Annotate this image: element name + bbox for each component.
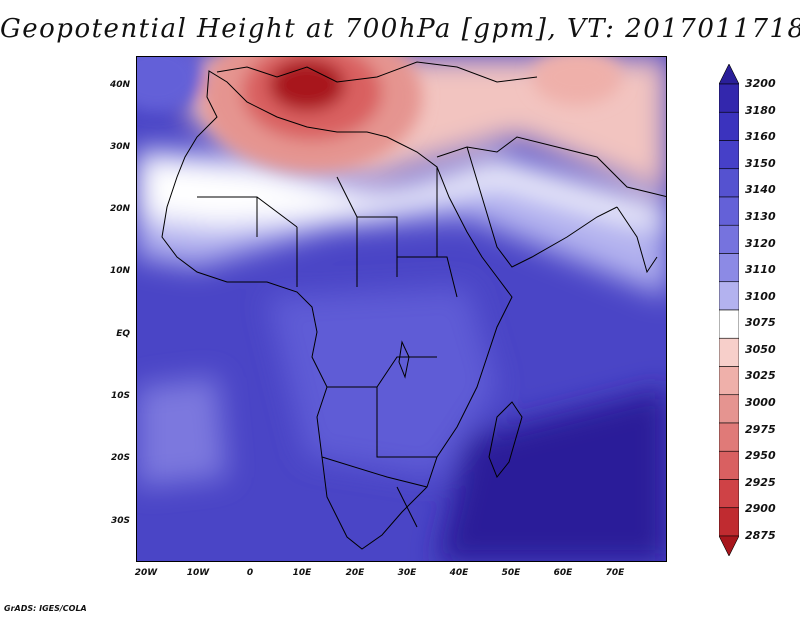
field-northeast-blob xyxy=(532,57,622,105)
field-west-ocean xyxy=(137,377,227,487)
lat-label: 20S xyxy=(110,453,130,463)
lat-label: 10N xyxy=(109,266,130,276)
colorbar-swatch xyxy=(719,479,739,509)
colorbar-swatch xyxy=(719,309,739,339)
lon-label: 10E xyxy=(292,568,312,578)
colorbar-level-label: 3160 xyxy=(745,130,776,144)
colorbar-swatch xyxy=(719,422,739,452)
lake-victoria xyxy=(398,340,410,379)
colorbar-level-label: 3025 xyxy=(745,369,776,383)
colorbar-level-label: 3110 xyxy=(745,263,776,277)
lon-label: 20E xyxy=(345,568,365,578)
colorbar-level-label: 3120 xyxy=(745,236,776,250)
colorbar-bottom-arrow xyxy=(719,535,739,556)
colorbar-swatch xyxy=(719,168,739,198)
lon-label: 40E xyxy=(449,568,469,578)
colorbar-level-label: 3050 xyxy=(745,342,776,356)
colorbar-swatch xyxy=(719,83,739,113)
colorbar-level-label: 2900 xyxy=(745,502,776,516)
colorbar-swatch xyxy=(719,253,739,283)
colorbar-swatch xyxy=(719,394,739,424)
colorbar-swatch xyxy=(719,224,739,254)
lat-label: 10S xyxy=(110,391,130,401)
colorbar-swatch xyxy=(719,366,739,396)
credit-text: GrADS: IGES/COLA xyxy=(4,604,87,613)
colorbar-level-label: 2925 xyxy=(745,475,776,489)
lat-label: 30N xyxy=(109,142,130,152)
lon-label: 30E xyxy=(397,568,417,578)
map-title: Geopotential Height at 700hPa [gpm], VT:… xyxy=(0,14,800,44)
lon-label: 0 xyxy=(246,568,254,578)
colorbar-level-label: 2950 xyxy=(745,449,776,463)
colorbar-level-label: 2975 xyxy=(745,422,776,436)
red-sea-coast xyxy=(466,146,618,268)
colorbar-level-label: 3075 xyxy=(745,316,776,330)
india-coast xyxy=(616,206,658,274)
colorbar-swatch xyxy=(719,281,739,311)
colorbar-level-label: 2875 xyxy=(745,529,776,542)
colorbar-level-label: 3180 xyxy=(745,103,776,117)
africa-coastline xyxy=(161,70,513,550)
colorbar-swatch xyxy=(719,140,739,170)
colorbar-level-label: 3150 xyxy=(745,156,776,170)
colorbar-level-label: 3200 xyxy=(745,77,776,90)
coastlines xyxy=(161,61,666,550)
lon-label: 50E xyxy=(501,568,521,578)
lon-label: 20W xyxy=(134,568,158,578)
field-white-band xyxy=(137,157,666,232)
colorbar xyxy=(719,64,739,556)
country-borders xyxy=(197,167,458,528)
colorbar-level-label: 3140 xyxy=(745,183,776,197)
lon-label: 60E xyxy=(553,568,573,578)
colorbar-level-label: 3000 xyxy=(745,396,776,410)
colorbar-level-label: 3100 xyxy=(745,289,776,303)
europe-coast xyxy=(216,61,538,83)
lon-label: 10W xyxy=(186,568,210,578)
lat-label: 30S xyxy=(110,516,130,526)
colorbar-top-arrow xyxy=(719,64,739,85)
lon-label: 70E xyxy=(605,568,625,578)
lat-label: 20N xyxy=(109,204,130,214)
map-plot-area xyxy=(136,56,667,562)
field-central-band xyxy=(267,287,497,477)
colorbar-swatch xyxy=(719,111,739,141)
colorbar-swatch xyxy=(719,507,739,537)
arabia-coastline xyxy=(436,136,666,198)
field-low-core xyxy=(269,59,345,111)
colorbar-level-label: 3130 xyxy=(745,209,776,223)
colorbar-swatch xyxy=(719,450,739,480)
height-field-map xyxy=(137,57,666,561)
colorbar-swatch xyxy=(719,337,739,367)
colorbar-swatch xyxy=(719,196,739,226)
madagascar-outline xyxy=(488,401,523,478)
field-northwest-blob xyxy=(137,57,202,112)
lat-label: EQ xyxy=(116,329,130,339)
lat-label: 40N xyxy=(109,80,130,90)
